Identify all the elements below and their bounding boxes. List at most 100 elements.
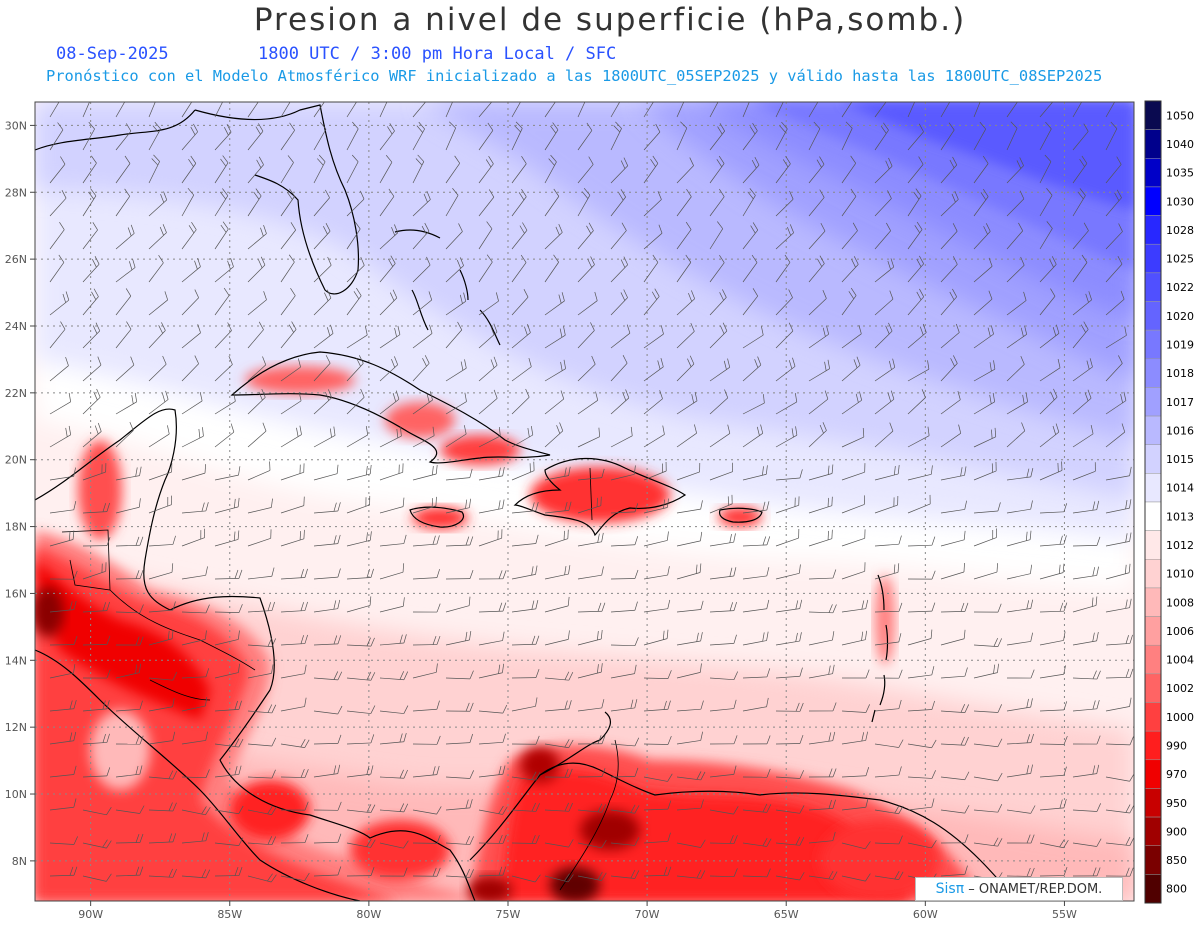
- wind-barb: [577, 256, 595, 283]
- wind-barb: [676, 500, 703, 514]
- forecast-description: Pronóstico con el Modelo Atmosférico WRF…: [46, 67, 1103, 85]
- colorbar-swatch: [1144, 158, 1162, 188]
- wind-barb: [676, 355, 695, 382]
- wind-barb: [874, 699, 902, 712]
- wind-barb: [346, 495, 371, 514]
- wind-barb: [808, 799, 836, 811]
- wind-barb: [445, 292, 467, 316]
- wind-barb: [775, 393, 798, 415]
- wind-barb: [280, 739, 310, 748]
- colorbar-label: 1040: [1166, 138, 1194, 151]
- wind-barb: [709, 671, 739, 681]
- wind-barb: [544, 839, 574, 848]
- wind-barb: [940, 704, 970, 713]
- wind-barb: [280, 801, 309, 811]
- wind-barb: [973, 360, 996, 382]
- wind-barb: [841, 798, 869, 811]
- wind-barb: [115, 833, 144, 844]
- wind-barb: [610, 222, 627, 250]
- lon-tick-label: 80W: [356, 908, 381, 921]
- wind-barb: [973, 772, 1003, 782]
- wind-barb: [49, 636, 78, 646]
- lat-tick-label: 14N: [5, 654, 27, 667]
- wind-barb: [1006, 632, 1033, 646]
- wind-barb: [1105, 326, 1127, 349]
- wind-barb: [907, 123, 924, 151]
- wind-barb: [247, 156, 264, 184]
- wind-barb: [49, 866, 78, 877]
- wind-barb: [115, 604, 144, 614]
- wind-barb: [940, 424, 962, 448]
- wind-barb: [544, 630, 570, 646]
- wind-barb: [313, 734, 342, 745]
- wind-barb: [676, 102, 685, 118]
- wind-barb: [544, 671, 574, 681]
- wind-barb: [115, 422, 134, 448]
- wind-barb: [1039, 799, 1067, 811]
- wind-barb: [445, 799, 473, 811]
- wind-barb: [841, 841, 871, 850]
- credit-badge: Sisπ – ONAMET/REP.DOM.: [915, 877, 1123, 901]
- wind-barb: [511, 802, 540, 812]
- wind-barb: [742, 768, 771, 778]
- wind-barb: [412, 154, 425, 184]
- wind-barb: [643, 599, 671, 613]
- wind-barb: [181, 464, 206, 481]
- wind-barb: [313, 801, 342, 811]
- wind-barb: [148, 121, 161, 151]
- wind-barb: [676, 839, 706, 848]
- wind-barb: [973, 738, 1003, 748]
- wind-barb: [544, 700, 572, 712]
- wind-barb: [412, 568, 441, 580]
- wind-barb: [247, 638, 277, 647]
- wind-barb: [940, 190, 959, 217]
- wind-barb: [1105, 189, 1122, 217]
- wind-barb: [1039, 503, 1068, 514]
- wind-barb: [841, 356, 861, 382]
- wind-barb: [379, 356, 399, 382]
- wind-barb: [49, 500, 77, 514]
- wind-barb: [214, 630, 240, 646]
- wind-barb: [643, 358, 664, 382]
- wind-barb: [709, 289, 727, 316]
- wind-barb: [511, 600, 539, 613]
- wind-barb: [214, 322, 232, 349]
- wind-barb: [148, 629, 174, 646]
- wind-barb: [841, 669, 870, 679]
- wind-barb: [610, 664, 637, 679]
- wind-barb: [577, 840, 607, 849]
- wind-barb: [709, 123, 725, 151]
- wind-barb: [412, 700, 440, 712]
- wind-barb: [280, 697, 307, 712]
- wind-barb: [874, 102, 887, 118]
- lon-tick-label: 85W: [217, 908, 242, 921]
- wind-barb: [841, 428, 865, 448]
- wind-barb: [82, 767, 111, 778]
- wind-barb: [643, 102, 654, 118]
- wind-barb: [478, 254, 493, 283]
- wind-barb: [379, 390, 400, 415]
- wind-barb: [544, 154, 557, 184]
- wind-barb: [907, 188, 922, 217]
- wind-barb: [577, 871, 607, 881]
- wind-barb: [577, 291, 598, 316]
- wind-barb: [907, 666, 935, 679]
- wind-barb: [181, 731, 208, 745]
- wind-barb: [148, 224, 167, 250]
- wind-barb: [973, 637, 1003, 647]
- wind-barb: [808, 290, 827, 316]
- wind-barb: [247, 567, 275, 580]
- wind-barb: [808, 831, 836, 844]
- wind-barb: [841, 873, 871, 882]
- wind-barb: [808, 255, 825, 283]
- colorbar-label: 1019: [1166, 338, 1194, 351]
- wind-barb: [1072, 838, 1102, 847]
- wind-barb: [775, 632, 802, 646]
- wind-barb: [709, 765, 737, 778]
- wind-barb: [115, 735, 144, 745]
- wind-barb: [907, 770, 936, 779]
- wind-barb: [1072, 867, 1101, 877]
- wind-barb: [49, 425, 72, 448]
- colorbar-swatch: [1144, 473, 1162, 503]
- colorbar-label: 1028: [1166, 224, 1194, 237]
